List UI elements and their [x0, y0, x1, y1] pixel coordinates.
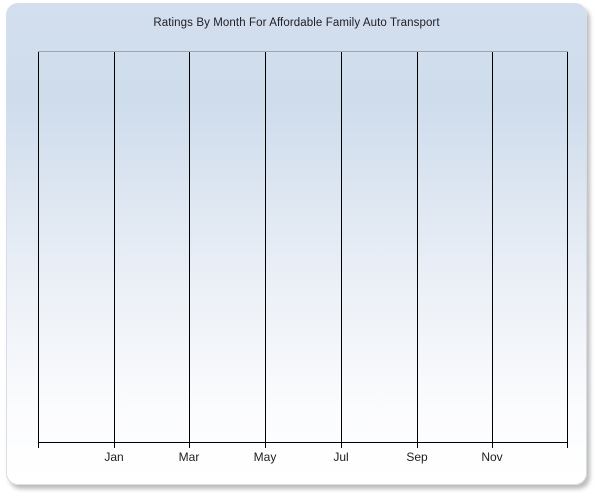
- chart-panel: Ratings By Month For Affordable Family A…: [6, 3, 587, 485]
- plot-area: Jan Mar May Jul Sep Nov: [38, 51, 568, 464]
- vertical-gridline: [492, 52, 493, 443]
- x-axis-line: [38, 442, 568, 443]
- vertical-gridline: [417, 52, 418, 443]
- x-axis-tick: [341, 443, 342, 448]
- x-axis-label: Jan: [104, 450, 124, 464]
- vertical-gridline: [341, 52, 342, 443]
- x-axis-tick: [567, 443, 568, 448]
- vertical-gridline: [114, 52, 115, 443]
- x-axis-tick: [38, 443, 39, 448]
- y-axis-line: [38, 52, 39, 443]
- vertical-gridline: [265, 52, 266, 443]
- x-axis-label: Mar: [178, 450, 200, 464]
- x-axis-tick: [189, 443, 190, 448]
- x-axis-label: May: [253, 450, 277, 464]
- x-axis-label: Nov: [481, 450, 503, 464]
- x-axis-tick: [265, 443, 266, 448]
- x-axis-tick: [492, 443, 493, 448]
- vertical-gridline: [189, 52, 190, 443]
- x-axis-label: Jul: [333, 450, 349, 464]
- x-axis-label: Sep: [406, 450, 428, 464]
- x-axis-tick: [114, 443, 115, 448]
- vertical-gridline: [567, 52, 568, 443]
- chart-title: Ratings By Month For Affordable Family A…: [153, 17, 440, 29]
- x-axis-tick: [417, 443, 418, 448]
